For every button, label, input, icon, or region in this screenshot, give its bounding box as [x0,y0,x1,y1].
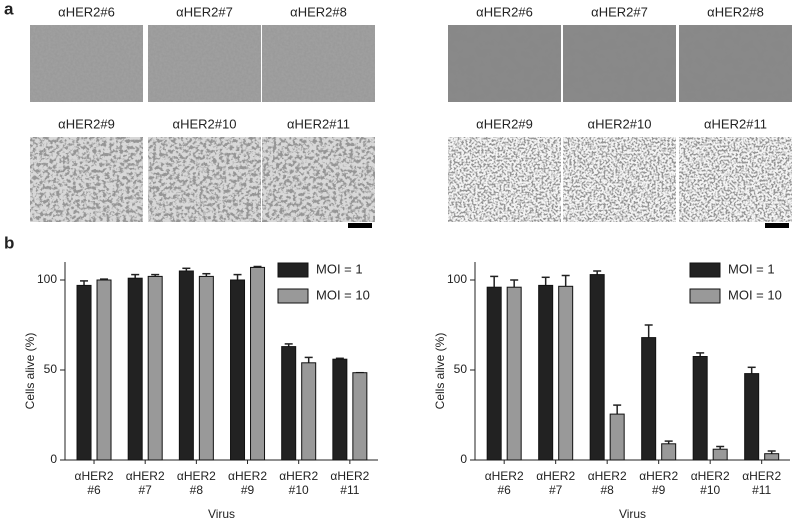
bar [589,274,605,461]
y-axis-label: Cells alive (%) [23,333,37,410]
x-tick-label: αHER2 #10 [279,469,318,497]
x-tick-label: αHER2 #6 [75,469,114,497]
y-tick-label: 100 [37,272,57,286]
bar [744,373,760,461]
image-label: αHER2#10 [588,116,652,131]
y-tick-label: 50 [44,362,58,376]
bar [352,372,368,461]
micrograph [448,137,561,222]
bar [486,286,502,461]
bar [250,266,266,461]
x-tick-label: αHER2 #11 [330,469,369,497]
image-label: αHER2#8 [290,4,347,19]
bar [127,277,143,461]
panel-label: a [4,0,14,18]
x-tick-label: αHER2 #10 [691,469,730,497]
micrograph [563,25,676,102]
bar [230,279,246,461]
legend-label: MOI = 1 [316,261,363,276]
micrograph [563,137,676,222]
x-tick-label: αHER2 #6 [485,469,524,497]
bar [332,358,348,461]
micrograph [30,25,143,102]
bar [76,284,92,461]
bar [692,356,708,461]
micrograph [262,25,375,102]
image-label: αHER2#9 [58,116,115,131]
bar [764,453,780,461]
image-label: αHER2#10 [173,116,237,131]
image-label: αHER2#11 [287,116,350,131]
bar [147,275,163,461]
bar [506,286,522,461]
x-tick-label: αHER2 #7 [536,469,575,497]
x-tick-label: αHER2 #7 [126,469,165,497]
image-label: αHER2#6 [476,4,533,19]
bar [301,362,317,461]
x-axis-label: Virus [208,507,235,521]
bar [661,443,677,461]
micrograph [148,25,261,102]
bar [641,337,657,461]
image-label: αHER2#7 [176,4,233,19]
bar [558,285,574,461]
y-tick-label: 50 [454,362,468,376]
bar [198,275,214,461]
micrograph [679,25,792,102]
legend-label: MOI = 10 [316,287,370,302]
panel-label: b [4,233,14,252]
image-label: αHER2#7 [591,4,648,19]
image-label: αHER2#8 [707,4,764,19]
bar [178,270,194,461]
bar [96,279,112,461]
micrograph [262,137,375,222]
y-tick-label: 100 [447,272,467,286]
y-axis-label: Cells alive (%) [433,333,447,410]
y-tick-label: 0 [460,452,467,466]
x-axis-label: Virus [619,507,646,521]
bar [538,284,554,461]
x-tick-label: αHER2 #9 [639,469,678,497]
micrograph [148,137,261,222]
legend-swatch [277,288,309,304]
legend-label: MOI = 1 [728,261,775,276]
bar [712,448,728,461]
x-tick-label: αHER2 #11 [742,469,781,497]
legend-label: MOI = 10 [728,287,782,302]
micrograph [679,137,792,222]
micrograph [448,25,561,102]
legend-swatch [277,262,309,278]
y-tick-label: 0 [50,452,57,466]
bar [281,346,297,461]
micrograph [30,137,143,222]
image-label: αHER2#11 [704,116,767,131]
x-tick-label: αHER2 #8 [588,469,627,497]
scale-bar [348,223,372,228]
legend-swatch [689,262,721,278]
scale-bar [765,223,789,228]
legend-swatch [689,288,721,304]
x-tick-label: αHER2 #8 [177,469,216,497]
x-tick-label: αHER2 #9 [228,469,267,497]
image-label: αHER2#9 [476,116,533,131]
image-label: αHER2#6 [58,4,115,19]
bar [609,413,625,461]
